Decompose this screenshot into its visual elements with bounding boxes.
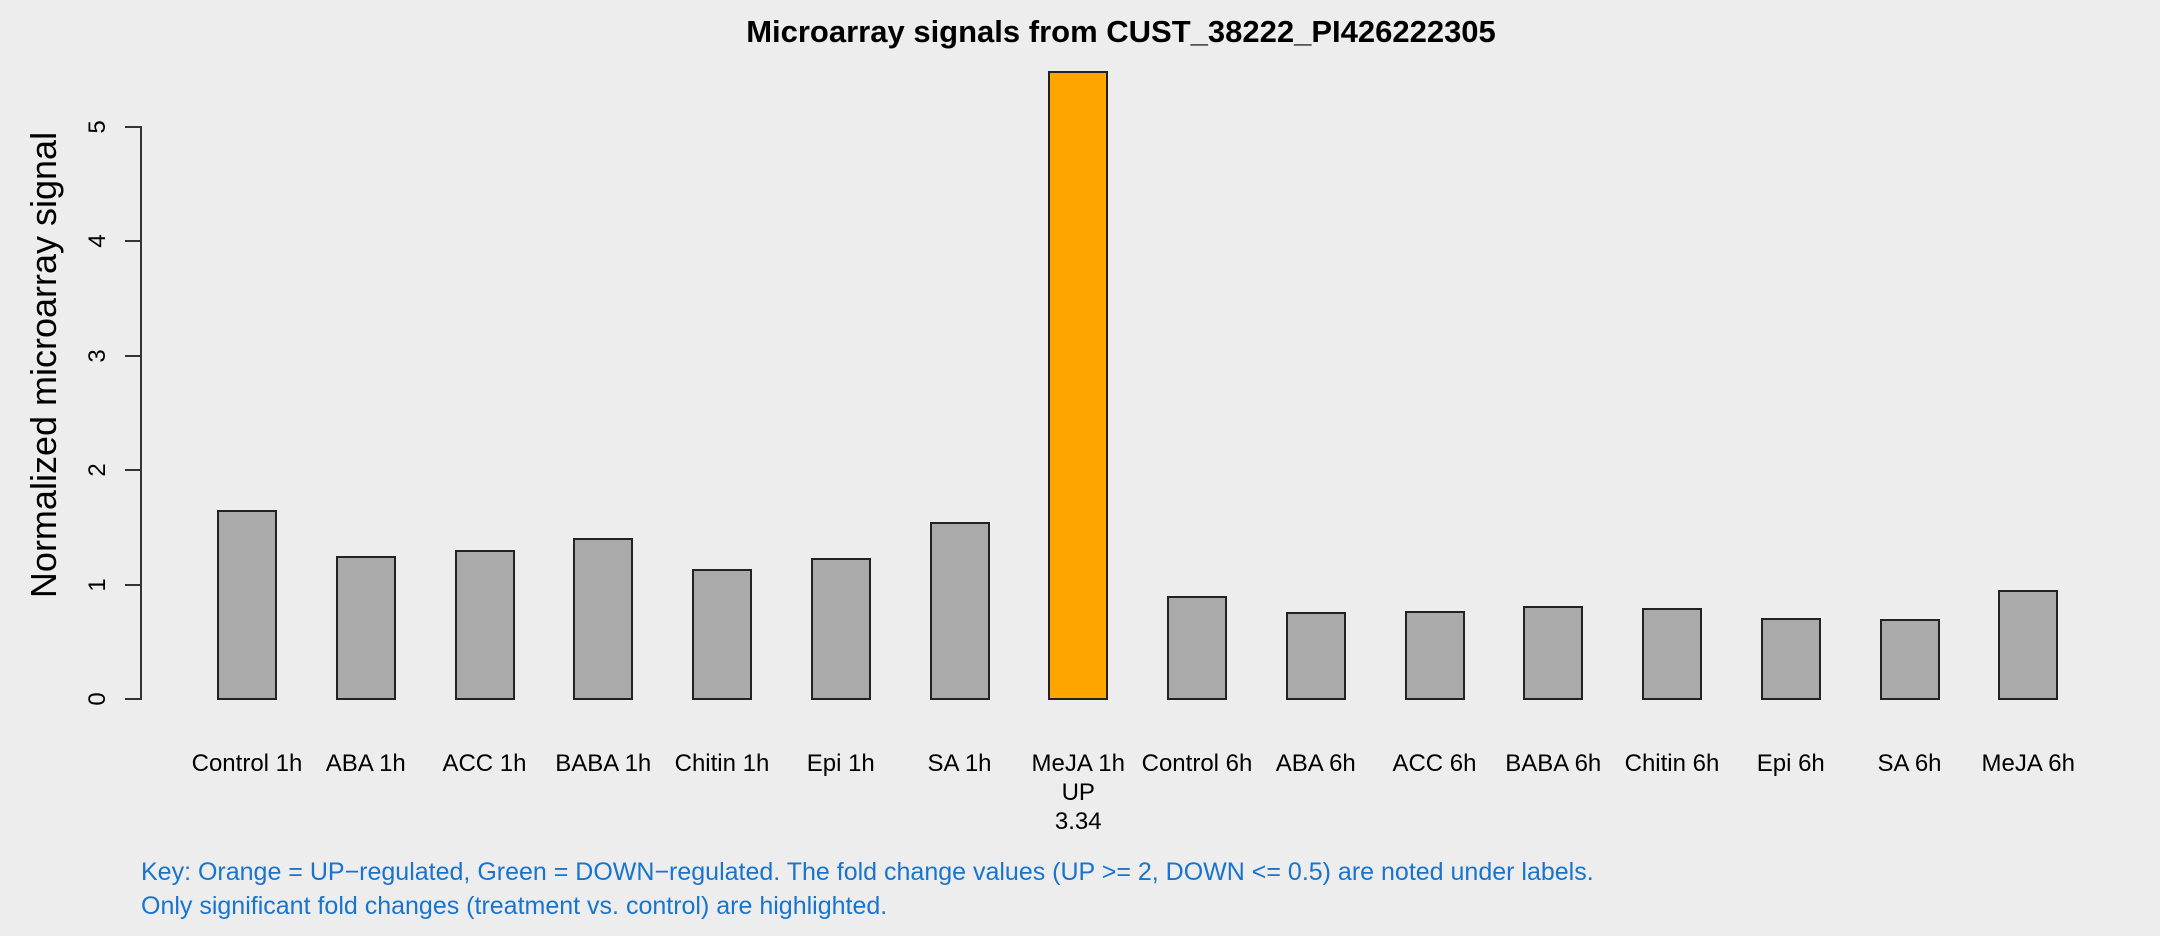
x-label-baba-6h: BABA 6h	[1505, 750, 1602, 777]
y-tick-label-4: 4	[84, 234, 111, 248]
y-tick-label-5: 5	[84, 119, 111, 134]
y-tick-mark-5	[125, 125, 140, 128]
x-label-chitin-6h: Chitin 6h	[1624, 750, 1720, 777]
fold-change-value: 3.34	[1054, 808, 1102, 835]
bar-acc-1h	[454, 550, 515, 700]
y-tick-mark-0	[125, 698, 140, 700]
x-label-acc-1h: ACC 1h	[442, 750, 527, 777]
y-axis-line	[140, 125, 142, 700]
bar-chitin-6h	[1642, 607, 1702, 700]
key-note-line-1: Key: Orange = UP−regulated, Green = DOWN…	[141, 858, 1594, 886]
x-label-aba-6h: ABA 6h	[1275, 750, 1356, 777]
x-label-meja-1h: MeJA 1h UP 3.34	[988, 749, 1168, 836]
x-label-aba-1h: ABA 1h	[325, 750, 406, 777]
x-label-control-1h: Control 1h	[191, 750, 303, 777]
x-label-control-6h: Control 6h	[1141, 750, 1253, 777]
bar-acc-6h	[1404, 610, 1465, 700]
key-note-line-2: Only significant fold changes (treatment…	[141, 892, 888, 920]
y-tick-label-2: 2	[84, 463, 111, 477]
y-axis-label: Normalized microarray signal	[23, 131, 64, 599]
y-tick-mark-2	[125, 469, 140, 471]
chart-title: Microarray signals from CUST_38222_PI426…	[746, 14, 1496, 49]
x-label-epi-1h: Epi 1h	[806, 750, 875, 777]
bar-sa-1h	[929, 521, 990, 700]
x-label-baba-1h: BABA 1h	[555, 750, 652, 777]
x-label-acc-6h: ACC 6h	[1392, 750, 1477, 777]
x-label-sa-6h: SA 6h	[1877, 750, 1942, 777]
x-label-epi-6h: Epi 6h	[1756, 750, 1825, 777]
x-label-chitin-1h: Chitin 1h	[674, 750, 770, 777]
y-tick-label-3: 3	[84, 348, 111, 363]
bar-aba-6h	[1285, 612, 1346, 700]
bar-meja-6h	[1998, 590, 2059, 700]
bar-control-6h	[1167, 596, 1227, 700]
bar-baba-1h	[573, 537, 634, 700]
y-tick-mark-1	[125, 583, 140, 586]
fold-direction: UP	[1061, 779, 1095, 806]
bar-chitin-1h	[692, 568, 752, 700]
x-label-meja-6h: MeJA 6h	[1981, 750, 2075, 777]
bar-baba-6h	[1523, 606, 1584, 700]
x-label-sa-1h: SA 1h	[927, 750, 992, 777]
bar-aba-1h	[335, 556, 396, 700]
bar-control-1h	[217, 510, 277, 700]
y-tick-label-1: 1	[84, 577, 111, 592]
y-tick-mark-3	[125, 354, 140, 357]
bar-sa-6h	[1879, 618, 1940, 700]
bar-epi-6h	[1760, 617, 1821, 700]
y-tick-mark-4	[125, 240, 140, 242]
bar-epi-1h	[810, 558, 871, 700]
bar-meja-1h	[1048, 70, 1109, 700]
y-tick-label-0: 0	[84, 692, 111, 706]
